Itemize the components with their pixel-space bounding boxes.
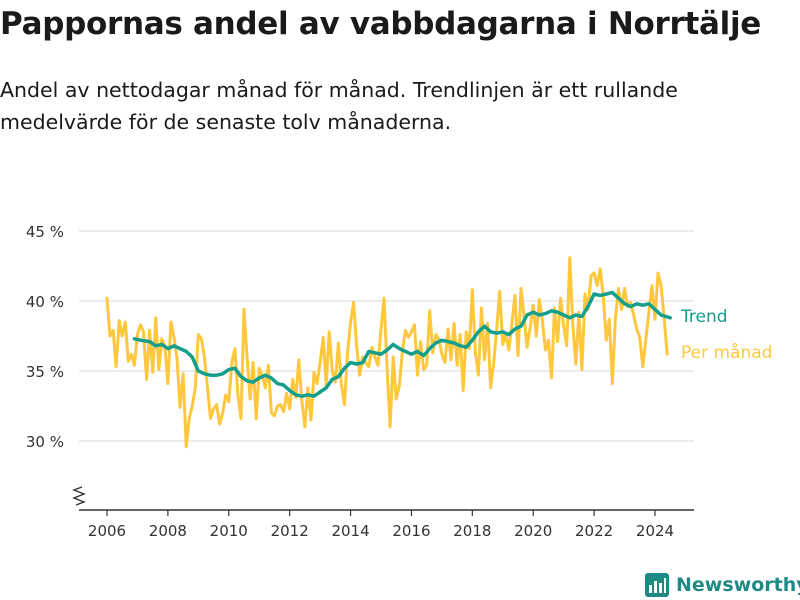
- x-tick-label-2020: 2020: [514, 522, 552, 540]
- newsworthy-logo-icon: [645, 573, 669, 597]
- series-line-monthly: [105, 256, 669, 449]
- y-tick-label-40: 40 %: [26, 293, 64, 311]
- series-label-monthly: Per månad: [681, 342, 772, 363]
- series-label-trend: Trend: [680, 307, 728, 327]
- x-tick-label-2008: 2008: [149, 522, 187, 540]
- x-tick-label-2006: 2006: [88, 522, 126, 540]
- axes: [72, 486, 694, 511]
- x-tick-label-2014: 2014: [331, 522, 369, 540]
- series-labels: Trend Per månad: [680, 307, 772, 363]
- series-line-trend: [132, 290, 672, 398]
- y-tick-label-30: 30 %: [26, 433, 64, 451]
- y-tick-label-45: 45 %: [26, 223, 64, 241]
- newsworthy-logo: Newsworthy: [644, 570, 800, 600]
- series-lines: [105, 256, 672, 449]
- x-tick-label-2022: 2022: [575, 522, 613, 540]
- x-axis-ticks: 2006 2008 2010 2012 2014 2016 2018 2020 2022 2024: [88, 510, 674, 540]
- chart-title: Pappornas andel av vabbdagarna i Norrtäl…: [0, 6, 761, 42]
- x-tick-label-2012: 2012: [271, 522, 309, 540]
- x-tick-label-2010: 2010: [210, 522, 248, 540]
- x-tick-label-2016: 2016: [392, 522, 430, 540]
- chart-subtitle: Andel av nettodagar månad för månad. Tre…: [0, 78, 678, 134]
- x-tick-label-2024: 2024: [636, 522, 674, 540]
- brand-name: Newsworthy: [676, 574, 800, 596]
- y-axis-ticks: 30 % 35 % 40 % 45 %: [26, 223, 64, 451]
- x-tick-label-2018: 2018: [453, 522, 491, 540]
- y-tick-label-35: 35 %: [26, 363, 64, 381]
- y-axis-break-icon: [72, 486, 86, 506]
